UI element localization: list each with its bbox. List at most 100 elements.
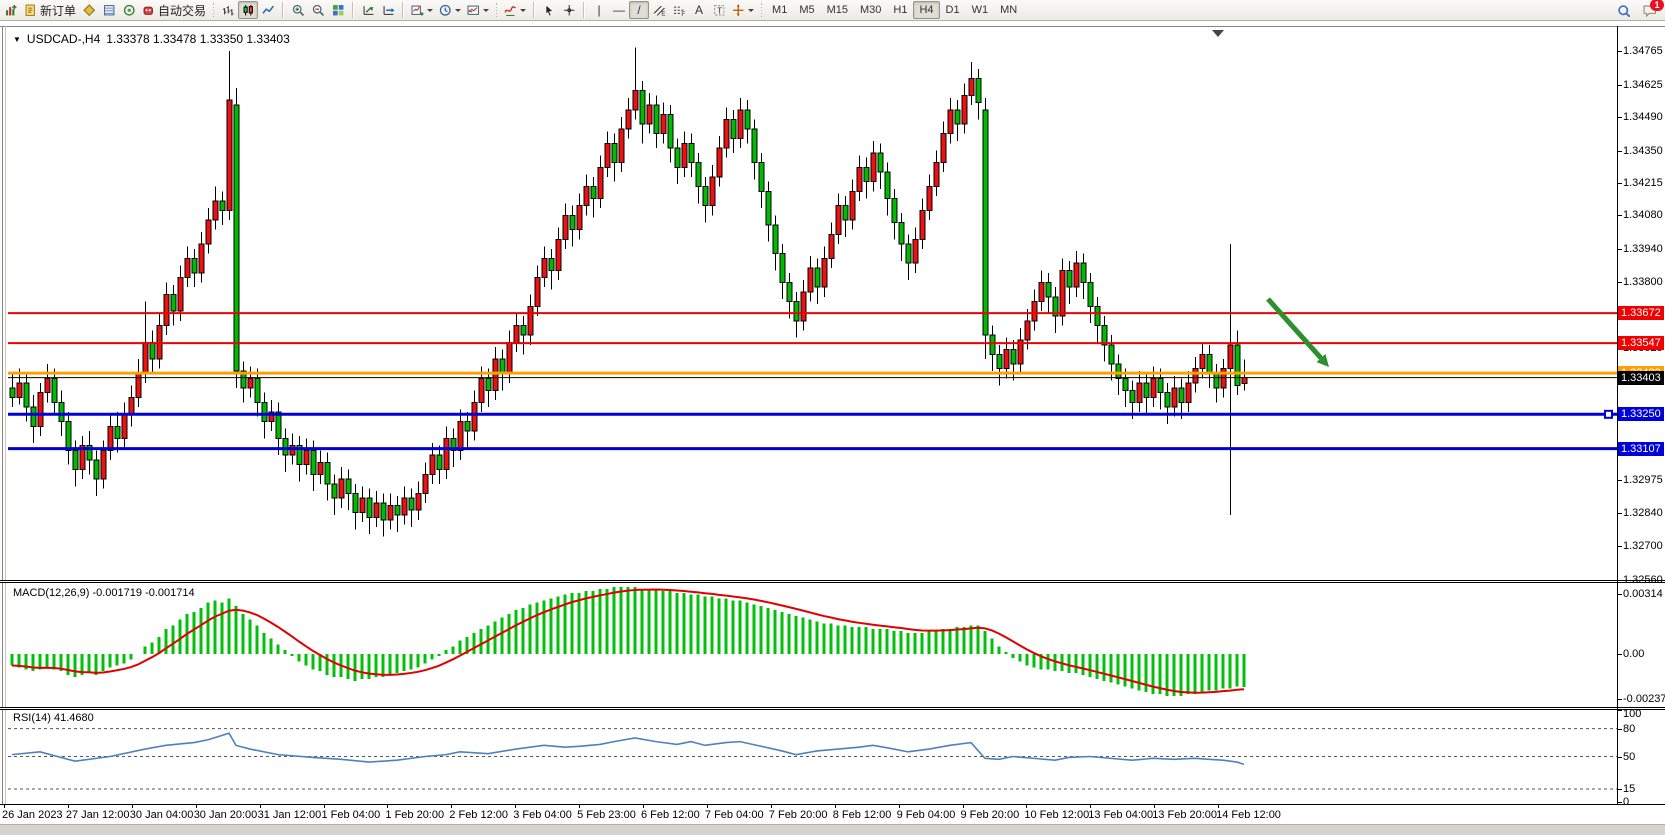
axis-tick-mark	[1617, 756, 1622, 758]
rsi-line	[11, 732, 1245, 766]
cursor-icon[interactable]	[539, 1, 559, 19]
timeframe-m1-button[interactable]: M1	[772, 4, 788, 16]
text-icon[interactable]: A	[695, 3, 704, 17]
svg-text:E: E	[661, 10, 665, 17]
timeframe-h1-button[interactable]: H1	[893, 4, 908, 16]
timeframe-w1-button[interactable]: W1	[971, 4, 989, 16]
time-label: 5 Feb 23:00	[577, 809, 636, 821]
auto-arrange-icon[interactable]	[358, 1, 378, 19]
axis-tick-mark	[1617, 802, 1622, 803]
bar-chart-icon[interactable]	[218, 1, 238, 19]
toolbar-grip	[495, 2, 499, 18]
new-chart-mini-icon[interactable]	[1, 1, 21, 19]
tile-windows-icon[interactable]	[328, 1, 348, 19]
time-tick-mark	[579, 805, 581, 808]
price-tick-label: 1.33800	[1623, 276, 1663, 289]
autotrading-button[interactable]: 自动交易	[139, 1, 209, 19]
timeframe-m5-button[interactable]: M5	[799, 4, 815, 16]
crosshair-icon[interactable]	[559, 1, 579, 19]
axis-tick-mark	[1617, 480, 1622, 482]
time-tick-mark	[706, 805, 708, 808]
time-label: 9 Feb 04:00	[896, 809, 956, 821]
price-tick-label: 1.32975	[1623, 474, 1663, 487]
time-tick-mark	[643, 805, 644, 808]
chart-bottom-border	[0, 804, 1665, 805]
time-label: 30 Jan 04:00	[129, 809, 194, 821]
time-label: 2 Feb 12:00	[449, 809, 509, 821]
line-chart-icon[interactable]	[258, 1, 278, 19]
data-window-icon[interactable]	[99, 1, 119, 19]
rsi-tick-label: 15	[1623, 783, 1636, 796]
axis-tick-mark	[1617, 215, 1622, 217]
axis-tick-mark	[1617, 789, 1622, 791]
axis-tick-mark	[1617, 84, 1622, 86]
time-tick-mark	[131, 805, 133, 808]
time-label: 27 Jan 12:00	[65, 809, 130, 821]
templates-dropdown[interactable]	[464, 1, 492, 19]
indicators-dropdown[interactable]	[501, 1, 529, 19]
chart-title: ▼ USDCAD-,H4 1.33378 1.33478 1.33350 1.3…	[13, 32, 290, 46]
label-icon[interactable]: T	[709, 1, 729, 19]
time-tick-mark	[1090, 805, 1092, 808]
price-tick-label: 1.32840	[1623, 506, 1663, 519]
time-axis[interactable]: 26 Jan 2023 27 Jan 12:00 30 Jan 04:00 30 Ja…	[0, 805, 1665, 824]
time-label: 10 Feb 12:00	[1024, 809, 1090, 821]
navigator-icon[interactable]	[119, 1, 139, 19]
time-label: 7 Feb 04:00	[704, 809, 764, 821]
toolbar-grip	[212, 2, 216, 18]
vertical-line-icon[interactable]: |	[597, 3, 601, 17]
time-tick-mark	[962, 805, 964, 808]
axis-tick-mark	[1617, 51, 1622, 52]
candlestick-chart[interactable]	[8, 28, 1617, 580]
fibonacci-icon[interactable]: F	[669, 1, 689, 19]
timeframe-h4-button[interactable]: H4	[913, 1, 940, 19]
rsi-panel[interactable]	[8, 710, 1617, 804]
time-label: 1 Feb 04:00	[321, 809, 381, 821]
annotation-arrow[interactable]	[1266, 297, 1323, 360]
svg-text:T: T	[717, 5, 722, 15]
price-level-flag: 1.33403	[1618, 370, 1664, 385]
time-tick-mark	[898, 805, 900, 808]
notifications-button[interactable]: 1	[1639, 0, 1664, 19]
chart-shift-icon[interactable]	[378, 1, 398, 19]
time-label: 13 Feb 04:00	[1088, 809, 1154, 821]
price-level-flag: 1.33672	[1618, 306, 1664, 321]
zoom-out-icon[interactable]	[308, 1, 328, 19]
trendline-icon[interactable]: /	[629, 1, 650, 19]
time-tick-mark	[259, 805, 261, 808]
axis-tick-mark	[1617, 512, 1622, 514]
market-watch-icon[interactable]	[79, 1, 99, 19]
macd-panel[interactable]	[8, 583, 1617, 707]
time-tick-mark	[770, 805, 772, 808]
line-drag-handle[interactable]	[1604, 409, 1613, 419]
axis-tick-mark	[1617, 699, 1622, 701]
new-order-button[interactable]: 新订单	[21, 1, 79, 19]
time-label: 13 Feb 20:00	[1152, 809, 1218, 821]
macd-tick-label: 0.00	[1623, 648, 1645, 660]
search-button[interactable]	[1613, 1, 1633, 19]
time-tick-mark	[323, 805, 325, 808]
window-left-border-highlight	[5, 26, 6, 824]
timeframe-m30-button[interactable]: M30	[860, 4, 882, 16]
chart-shift-marker[interactable]	[1212, 30, 1224, 37]
price-level-flag: 1.33107	[1618, 441, 1664, 456]
time-label: 6 Feb 12:00	[641, 809, 700, 821]
time-label: 14 Feb 12:00	[1216, 809, 1281, 821]
toolbar-separator	[282, 2, 285, 18]
timeframe-mn-button[interactable]: MN	[1000, 4, 1018, 16]
panel-divider[interactable]	[0, 580, 1665, 583]
candlestick-icon[interactable]	[238, 1, 259, 19]
horizontal-line-icon[interactable]: —	[613, 3, 626, 17]
equidistant-channel-icon[interactable]: E	[649, 1, 669, 19]
zoom-in-icon[interactable]	[288, 1, 308, 19]
chart-title-collapse-icon[interactable]: ▼	[13, 34, 21, 44]
arrows-dropdown[interactable]	[729, 1, 757, 19]
timeframe-m15-button[interactable]: M15	[826, 4, 848, 16]
timeframe-d1-button[interactable]: D1	[945, 4, 960, 16]
toolbar-grip	[760, 2, 764, 18]
time-tick-mark	[1154, 805, 1156, 808]
new-chart-dropdown[interactable]	[408, 1, 436, 19]
panel-divider[interactable]	[0, 707, 1665, 710]
profiles-dropdown[interactable]	[436, 1, 464, 19]
time-tick-mark	[67, 805, 69, 808]
